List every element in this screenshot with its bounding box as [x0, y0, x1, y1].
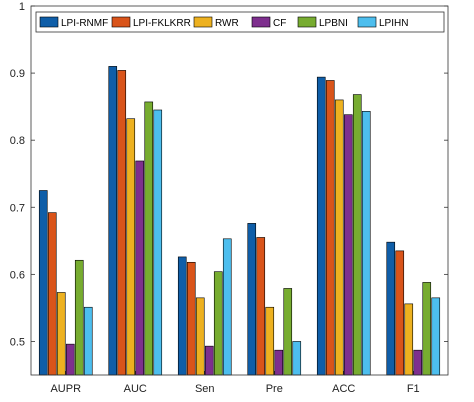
x-tick-label-f1: F1 — [407, 383, 420, 395]
legend-label-lpihn: LPIHN — [379, 18, 408, 29]
x-tick-label-acc: ACC — [332, 383, 355, 395]
bar-lpi-fklkrr-sen — [186, 261, 196, 376]
bar-rwr-pre — [265, 306, 275, 376]
bar-lpihn-aupr — [83, 306, 93, 376]
bar-rwr-sen — [195, 297, 205, 376]
y-tick-label: 0.9 — [10, 68, 25, 80]
legend-swatch-cf — [251, 16, 271, 28]
bar-cf-sen — [204, 345, 214, 376]
bar-lpbni-aupr — [74, 259, 84, 376]
bar-lpi-fklkrr-pre — [256, 237, 266, 376]
ticks-layer: 0.5 0.6 0.7 0.8 0.9 1 AUPR AUC Sen Pre ACC F1 — [10, 1, 448, 395]
legend-box — [35, 11, 445, 33]
bar-rwr-acc — [334, 99, 344, 376]
bar-rwr-aupr — [56, 292, 66, 376]
y-tick-label: 1 — [19, 1, 25, 13]
bar-cf-f1 — [413, 349, 423, 376]
x-tick-label-aupr: AUPR — [50, 383, 81, 395]
bar-lpi-fklkrr-auc — [117, 70, 127, 376]
bar-lpihn-acc — [361, 111, 371, 376]
bar-lpbni-pre — [283, 288, 293, 376]
bar-cf-pre — [274, 349, 284, 376]
legend-label-cf: CF — [273, 18, 286, 29]
axes-layer — [30, 5, 449, 376]
bar-lpi-fklkrr-acc — [325, 80, 335, 376]
legend-swatch-rwr — [193, 16, 213, 28]
bar-lpihn-pre — [292, 341, 302, 376]
x-tick-label-sen: Sen — [195, 383, 215, 395]
bar-lpbni-f1 — [422, 282, 432, 376]
y-tick-label: 0.6 — [10, 269, 25, 281]
legend-swatch-lpi-rnmf — [39, 16, 59, 28]
legend: LPI-RNMF LPI-FKLKRR RWR CF LPBNI LPIHN — [35, 11, 445, 33]
plot-box — [30, 5, 449, 376]
bar-lpihn-f1 — [431, 297, 441, 376]
bar-rwr-f1 — [404, 303, 414, 376]
bar-lpi-rnmf-acc — [316, 76, 326, 376]
y-tick-label: 0.5 — [10, 336, 25, 348]
legend-label-lpi-fklkrr: LPI-FKLKRR — [133, 18, 191, 29]
bar-lpbni-sen — [213, 271, 223, 376]
bar-lpihn-sen — [222, 238, 232, 376]
bar-cf-auc — [135, 160, 145, 376]
legend-label-rwr: RWR — [215, 18, 239, 29]
bar-lpi-rnmf-auc — [108, 66, 118, 376]
legend-label-lpbni: LPBNI — [319, 18, 348, 29]
bar-lpihn-auc — [153, 109, 163, 376]
y-tick-label: 0.8 — [10, 135, 25, 147]
bars-layer — [38, 66, 441, 376]
bar-lpi-rnmf-pre — [247, 223, 257, 376]
bar-cf-acc — [343, 114, 353, 376]
bar-lpi-rnmf-sen — [177, 256, 187, 376]
bar-lpbni-auc — [144, 101, 154, 376]
bar-lpi-rnmf-f1 — [386, 241, 396, 376]
legend-swatch-lpi-fklkrr — [111, 16, 131, 28]
bar-lpi-fklkrr-aupr — [47, 212, 57, 376]
bar-cf-aupr — [65, 343, 75, 376]
x-tick-label-pre: Pre — [266, 383, 283, 395]
x-tick-label-auc: AUC — [124, 383, 147, 395]
legend-swatch-lpbni — [297, 16, 317, 28]
bar-rwr-auc — [126, 118, 136, 376]
legend-swatch-lpihn — [357, 16, 377, 28]
y-tick-label: 0.7 — [10, 202, 25, 214]
bar-lpbni-acc — [352, 94, 362, 376]
bar-lpi-rnmf-aupr — [38, 190, 48, 376]
legend-label-lpi-rnmf: LPI-RNMF — [61, 18, 108, 29]
bar-lpi-fklkrr-f1 — [395, 250, 405, 376]
